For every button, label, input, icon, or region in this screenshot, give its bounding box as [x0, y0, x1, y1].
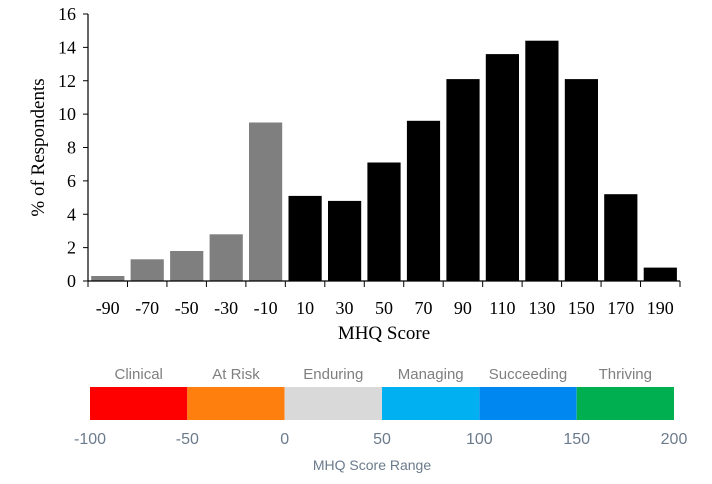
range-label-thriving: Thriving — [599, 366, 652, 383]
bar-70 — [406, 120, 441, 281]
bar--90 — [91, 276, 125, 281]
range-tick-label: -100 — [74, 431, 106, 448]
y-tick-label: 0 — [67, 271, 76, 291]
range-tick-label: 200 — [661, 431, 688, 448]
bar-50 — [367, 162, 401, 281]
range-label-managing: Managing — [398, 366, 464, 383]
x-tick-label: -90 — [96, 298, 120, 318]
range-segment-managing — [382, 387, 480, 420]
x-tick-label: 130 — [528, 298, 555, 318]
y-tick-label: 16 — [58, 4, 76, 24]
y-tick-label: 10 — [58, 104, 76, 124]
range-segment-succeeding — [479, 387, 577, 420]
x-tick-label: -70 — [135, 298, 159, 318]
bar-170 — [604, 194, 638, 281]
y-tick-label: 14 — [58, 37, 76, 57]
y-tick-label: 2 — [67, 238, 76, 258]
bar-10 — [288, 195, 322, 281]
x-axis-title: MHQ Score — [338, 323, 430, 344]
bar--70 — [130, 259, 164, 281]
bar-110 — [485, 54, 519, 281]
range-label-succeeding: Succeeding — [489, 366, 567, 383]
range-tick-label: 150 — [563, 431, 590, 448]
range-segment-thriving — [576, 387, 674, 420]
x-tick-label: -10 — [254, 298, 278, 318]
range-segment-enduring — [284, 387, 382, 420]
x-tick-label: -30 — [214, 298, 238, 318]
y-tick-label: 12 — [58, 71, 76, 91]
y-tick-label: 6 — [67, 171, 76, 191]
x-tick-label: 30 — [336, 298, 354, 318]
bar-150 — [564, 79, 598, 281]
range-tick-label: 50 — [373, 431, 391, 448]
x-tick-label: 70 — [415, 298, 433, 318]
x-tick-label: 10 — [296, 298, 314, 318]
range-label-enduring: Enduring — [303, 366, 363, 383]
x-tick-label: 90 — [454, 298, 472, 318]
histogram-chart: 0 2 4 6 8 10 12 14 16 -90 -70 -50 -30 -10 10 30 50 70 90 11… — [28, 4, 681, 344]
x-tick-label: 50 — [375, 298, 393, 318]
range-label-at-risk: At Risk — [212, 366, 260, 383]
x-tick-label: 190 — [647, 298, 674, 318]
x-tick-label: -50 — [175, 298, 199, 318]
bar-130 — [525, 40, 559, 282]
range-segment-clinical — [90, 387, 188, 420]
range-title: MHQ Score Range — [313, 457, 431, 473]
score-range-bar: Clinical At Risk Enduring Managing Succeedin… — [74, 366, 687, 473]
range-label-clinical: Clinical — [115, 366, 163, 383]
range-tick-label: 0 — [280, 431, 289, 448]
bar--30 — [209, 234, 243, 281]
bar-90 — [446, 79, 480, 281]
bar--10 — [249, 122, 283, 281]
range-tick-label: 100 — [466, 431, 493, 448]
bar-190 — [643, 267, 677, 281]
range-segment-at-risk — [187, 387, 285, 420]
y-tick-label: 8 — [67, 138, 76, 158]
bar-30 — [328, 200, 362, 281]
y-tick-label: 4 — [67, 204, 76, 224]
x-tick-label: 110 — [489, 298, 515, 318]
range-tick-label: -50 — [176, 431, 199, 448]
x-tick-label: 170 — [607, 298, 634, 318]
x-tick-label: 150 — [568, 298, 595, 318]
bar--50 — [170, 251, 204, 281]
y-axis-title: % of Respondents — [28, 78, 49, 216]
